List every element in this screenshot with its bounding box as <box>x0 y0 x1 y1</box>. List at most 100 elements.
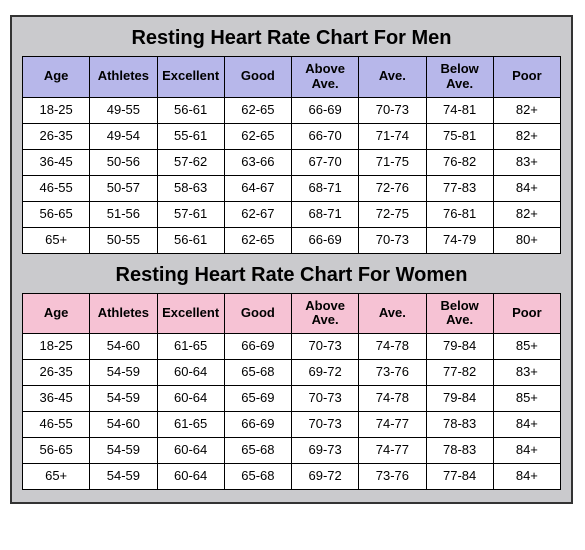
table-cell: 60-64 <box>157 464 224 490</box>
table-cell: 54-60 <box>90 334 157 360</box>
table-cell: 46-55 <box>23 175 90 201</box>
table-cell: 77-83 <box>426 175 493 201</box>
table-cell: 66-69 <box>224 334 291 360</box>
chart-panel: Resting Heart Rate Chart For Men AgeAthl… <box>10 15 573 504</box>
table-cell: 82+ <box>493 123 560 149</box>
table-cell: 72-75 <box>359 201 426 227</box>
table-cell: 62-65 <box>224 97 291 123</box>
table-cell: 65+ <box>23 227 90 253</box>
table-cell: 61-65 <box>157 412 224 438</box>
col-header: BelowAve. <box>426 293 493 334</box>
table-cell: 66-69 <box>224 412 291 438</box>
table-cell: 79-84 <box>426 334 493 360</box>
table-cell: 67-70 <box>292 149 359 175</box>
table-cell: 70-73 <box>359 97 426 123</box>
table-cell: 58-63 <box>157 175 224 201</box>
table-cell: 51-56 <box>90 201 157 227</box>
col-header: Poor <box>493 57 560 98</box>
table-cell: 82+ <box>493 201 560 227</box>
table-cell: 74-81 <box>426 97 493 123</box>
table-cell: 85+ <box>493 334 560 360</box>
table-cell: 49-55 <box>90 97 157 123</box>
col-header: AboveAve. <box>292 57 359 98</box>
table-cell: 76-82 <box>426 149 493 175</box>
table-cell: 65-69 <box>224 386 291 412</box>
table-cell: 64-67 <box>224 175 291 201</box>
table-cell: 72-76 <box>359 175 426 201</box>
table-cell: 56-61 <box>157 97 224 123</box>
table-cell: 71-75 <box>359 149 426 175</box>
table-cell: 65+ <box>23 464 90 490</box>
men-chart-title: Resting Heart Rate Chart For Men <box>22 27 561 50</box>
table-cell: 70-73 <box>292 386 359 412</box>
table-cell: 85+ <box>493 386 560 412</box>
table-cell: 18-25 <box>23 97 90 123</box>
table-cell: 77-82 <box>426 360 493 386</box>
table-cell: 70-73 <box>292 412 359 438</box>
women-chart-title: Resting Heart Rate Chart For Women <box>22 264 561 287</box>
col-header: Age <box>23 57 90 98</box>
table-cell: 65-68 <box>224 438 291 464</box>
table-cell: 62-65 <box>224 123 291 149</box>
col-header: Excellent <box>157 293 224 334</box>
women-header-row: AgeAthletesExcellentGoodAboveAve.Ave.Bel… <box>23 293 561 334</box>
col-header: Good <box>224 57 291 98</box>
table-cell: 78-83 <box>426 438 493 464</box>
table-row: 56-6554-5960-6465-6869-7374-7778-8384+ <box>23 438 561 464</box>
men-header-row: AgeAthletesExcellentGoodAboveAve.Ave.Bel… <box>23 57 561 98</box>
table-cell: 54-59 <box>90 386 157 412</box>
table-cell: 26-35 <box>23 123 90 149</box>
table-row: 18-2554-6061-6566-6970-7374-7879-8485+ <box>23 334 561 360</box>
table-cell: 79-84 <box>426 386 493 412</box>
table-row: 65+54-5960-6465-6869-7273-7677-8484+ <box>23 464 561 490</box>
table-cell: 26-35 <box>23 360 90 386</box>
table-cell: 63-66 <box>224 149 291 175</box>
men-table: AgeAthletesExcellentGoodAboveAve.Ave.Bel… <box>22 56 561 254</box>
table-cell: 78-83 <box>426 412 493 438</box>
table-cell: 55-61 <box>157 123 224 149</box>
table-cell: 60-64 <box>157 386 224 412</box>
table-cell: 74-77 <box>359 412 426 438</box>
table-cell: 69-72 <box>292 360 359 386</box>
women-table: AgeAthletesExcellentGoodAboveAve.Ave.Bel… <box>22 293 561 491</box>
table-cell: 75-81 <box>426 123 493 149</box>
table-cell: 54-59 <box>90 464 157 490</box>
col-header: BelowAve. <box>426 57 493 98</box>
table-cell: 50-56 <box>90 149 157 175</box>
col-header: Excellent <box>157 57 224 98</box>
table-row: 26-3549-5455-6162-6566-7071-7475-8182+ <box>23 123 561 149</box>
table-cell: 54-60 <box>90 412 157 438</box>
table-cell: 49-54 <box>90 123 157 149</box>
table-cell: 57-62 <box>157 149 224 175</box>
table-cell: 57-61 <box>157 201 224 227</box>
table-cell: 50-55 <box>90 227 157 253</box>
table-cell: 70-73 <box>359 227 426 253</box>
table-cell: 73-76 <box>359 464 426 490</box>
table-cell: 65-68 <box>224 464 291 490</box>
table-cell: 61-65 <box>157 334 224 360</box>
table-cell: 71-74 <box>359 123 426 149</box>
table-cell: 66-70 <box>292 123 359 149</box>
table-row: 18-2549-5556-6162-6566-6970-7374-8182+ <box>23 97 561 123</box>
table-row: 26-3554-5960-6465-6869-7273-7677-8283+ <box>23 360 561 386</box>
table-cell: 82+ <box>493 97 560 123</box>
table-cell: 74-77 <box>359 438 426 464</box>
table-cell: 56-61 <box>157 227 224 253</box>
table-cell: 66-69 <box>292 227 359 253</box>
table-cell: 60-64 <box>157 438 224 464</box>
table-cell: 18-25 <box>23 334 90 360</box>
table-cell: 36-45 <box>23 149 90 175</box>
table-cell: 69-72 <box>292 464 359 490</box>
col-header: Good <box>224 293 291 334</box>
col-header: Athletes <box>90 293 157 334</box>
col-header: Age <box>23 293 90 334</box>
page-container: Resting Heart Rate Chart For Men AgeAthl… <box>0 0 585 550</box>
table-cell: 68-71 <box>292 175 359 201</box>
table-cell: 84+ <box>493 175 560 201</box>
table-cell: 84+ <box>493 412 560 438</box>
table-cell: 68-71 <box>292 201 359 227</box>
table-cell: 74-78 <box>359 334 426 360</box>
table-cell: 70-73 <box>292 334 359 360</box>
table-cell: 77-84 <box>426 464 493 490</box>
table-row: 36-4554-5960-6465-6970-7374-7879-8485+ <box>23 386 561 412</box>
